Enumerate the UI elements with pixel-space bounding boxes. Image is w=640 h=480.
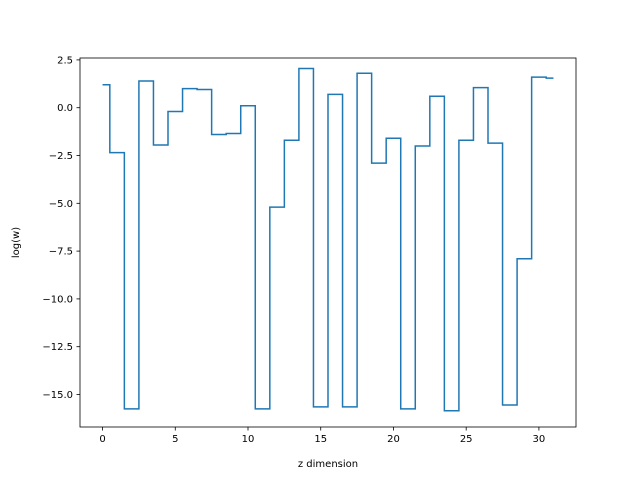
y-tick-label: 2.5 [57,55,73,66]
x-tick-label: 25 [460,434,473,445]
x-tick-label: 30 [533,434,546,445]
x-tick-label: 5 [172,434,178,445]
x-tick-label: 15 [314,434,327,445]
x-axis-ticks: 0 5 10 15 20 25 30 [99,427,545,445]
y-tick-label: −15.0 [42,390,73,401]
y-axis-label: log(w) [11,227,22,258]
x-tick-label: 20 [387,434,400,445]
x-tick-label: 0 [99,434,105,445]
x-axis-label: z dimension [298,459,358,470]
y-tick-label: −7.5 [49,247,73,258]
x-tick-label: 10 [242,434,255,445]
y-tick-label: −10.0 [42,294,73,305]
series-line [102,67,554,412]
y-axis-ticks: 2.5 0.0 −2.5 −5.0 −7.5 −10.0 −12.5 −15.0 [42,55,80,401]
axes-frame [79,57,577,428]
y-tick-label: −12.5 [42,342,73,353]
y-tick-label: −2.5 [49,151,73,162]
y-tick-label: −5.0 [49,199,73,210]
plot-area [102,67,554,412]
y-tick-label: 0.0 [57,103,73,114]
